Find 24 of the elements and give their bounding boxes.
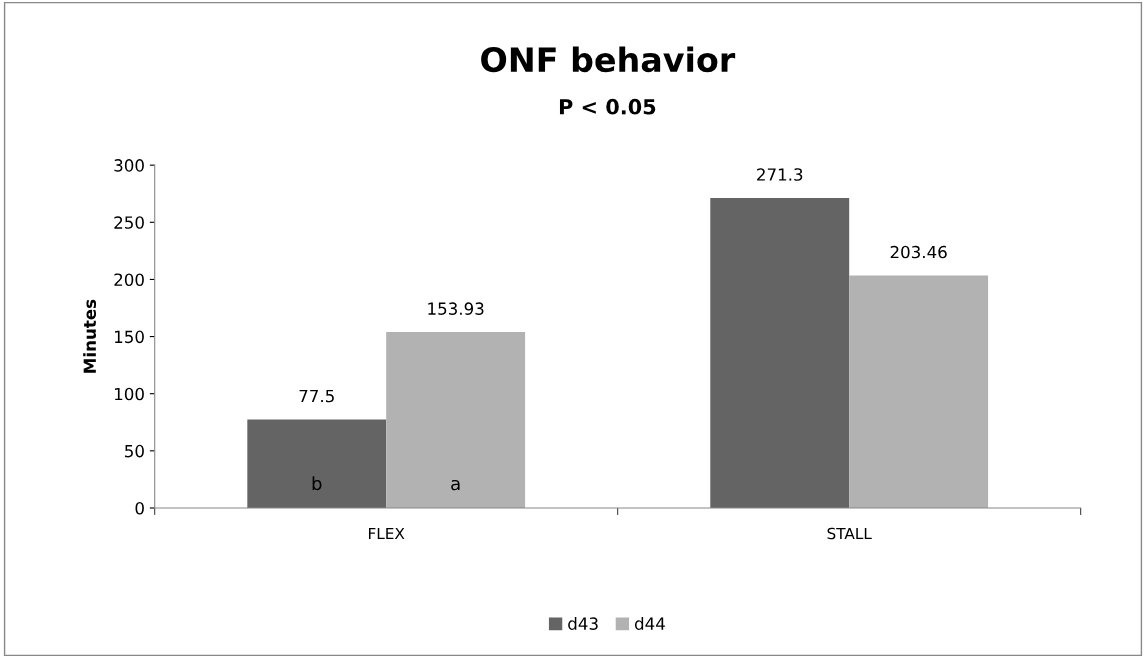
data-label: 271.3 <box>757 168 803 181</box>
y-tick-label: 100 <box>115 387 144 401</box>
bar <box>710 197 850 508</box>
data-label: 153.93 <box>428 302 484 315</box>
y-tick-label: 300 <box>114 159 144 172</box>
legend-label: d44 <box>634 617 665 630</box>
x-tick-label: STALL <box>827 527 872 540</box>
annotation: a <box>451 479 460 491</box>
y-tick-label: 0 <box>135 501 144 515</box>
data-label: 77.5 <box>299 389 334 403</box>
y-tick-label: 150 <box>115 330 144 344</box>
y-axis-title: Minutes <box>83 299 97 373</box>
legend-label: d43 <box>568 617 598 630</box>
bar <box>247 419 387 508</box>
bar <box>386 332 526 508</box>
chart-title: ONF behavior <box>481 46 736 73</box>
x-tick-label: FLEX <box>368 527 405 540</box>
y-tick-label: 250 <box>114 216 144 229</box>
data-label: 203.46 <box>890 245 947 259</box>
y-tick-label: 200 <box>114 273 144 286</box>
y-tick-label: 50 <box>125 444 144 458</box>
chart-subtitle: P < 0.05 <box>559 98 656 115</box>
annotation: b <box>312 476 322 491</box>
bar <box>849 275 989 508</box>
